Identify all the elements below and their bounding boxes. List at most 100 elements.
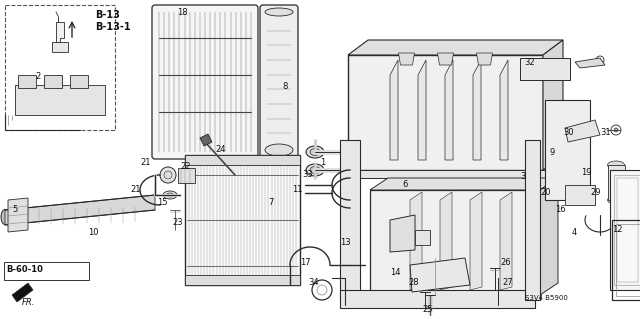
Text: 3: 3 xyxy=(520,172,525,181)
Polygon shape xyxy=(575,58,605,68)
Bar xyxy=(415,230,430,245)
Polygon shape xyxy=(477,53,493,65)
Text: B-60-10: B-60-10 xyxy=(6,265,43,274)
Polygon shape xyxy=(12,283,33,302)
Circle shape xyxy=(566,178,570,182)
Ellipse shape xyxy=(607,161,625,169)
Text: 6: 6 xyxy=(403,180,408,189)
Ellipse shape xyxy=(607,196,625,204)
Bar xyxy=(4,262,89,280)
Text: 10: 10 xyxy=(88,228,99,237)
Polygon shape xyxy=(390,60,398,160)
Ellipse shape xyxy=(384,226,396,244)
Polygon shape xyxy=(178,168,195,183)
Polygon shape xyxy=(348,55,543,170)
Text: 7: 7 xyxy=(268,198,273,207)
Ellipse shape xyxy=(163,191,177,199)
Polygon shape xyxy=(340,290,535,308)
Text: 30: 30 xyxy=(563,128,573,137)
Text: 4: 4 xyxy=(572,228,577,237)
Polygon shape xyxy=(520,58,570,80)
Circle shape xyxy=(416,286,424,294)
Text: 23: 23 xyxy=(172,218,182,227)
Ellipse shape xyxy=(306,146,324,158)
Polygon shape xyxy=(15,85,105,115)
Polygon shape xyxy=(390,215,415,252)
Bar xyxy=(614,175,640,285)
Bar xyxy=(617,178,638,282)
Text: 13: 13 xyxy=(340,238,351,247)
Text: 15: 15 xyxy=(157,198,168,207)
Text: FR.: FR. xyxy=(22,298,35,307)
Polygon shape xyxy=(185,155,300,285)
Ellipse shape xyxy=(310,149,320,155)
Text: 2: 2 xyxy=(35,72,40,81)
Ellipse shape xyxy=(306,164,324,176)
Polygon shape xyxy=(438,53,454,65)
Ellipse shape xyxy=(265,8,293,16)
Polygon shape xyxy=(399,53,415,65)
Circle shape xyxy=(566,118,570,122)
Text: B-13-1: B-13-1 xyxy=(95,22,131,32)
Polygon shape xyxy=(565,185,595,205)
Text: B-13: B-13 xyxy=(95,10,120,20)
Text: 28: 28 xyxy=(408,278,419,287)
Text: 27: 27 xyxy=(502,278,513,287)
Bar xyxy=(185,155,300,165)
Text: 22: 22 xyxy=(180,162,191,171)
Polygon shape xyxy=(565,120,600,142)
Polygon shape xyxy=(410,192,422,290)
Ellipse shape xyxy=(1,210,9,225)
Text: 26: 26 xyxy=(500,258,511,267)
Text: 29: 29 xyxy=(590,188,600,197)
Polygon shape xyxy=(608,165,625,200)
Polygon shape xyxy=(8,198,28,232)
Text: 1: 1 xyxy=(320,158,325,167)
Bar xyxy=(185,275,300,285)
Ellipse shape xyxy=(166,193,173,197)
Polygon shape xyxy=(470,192,482,290)
Circle shape xyxy=(160,167,176,183)
Polygon shape xyxy=(18,75,36,88)
Bar xyxy=(610,170,640,290)
Text: 16: 16 xyxy=(555,205,566,214)
FancyBboxPatch shape xyxy=(260,5,298,159)
Polygon shape xyxy=(500,60,508,160)
Text: 8: 8 xyxy=(282,82,287,91)
Polygon shape xyxy=(70,75,88,88)
Polygon shape xyxy=(500,192,512,290)
Text: 21: 21 xyxy=(130,185,141,194)
Circle shape xyxy=(495,277,501,283)
Circle shape xyxy=(164,171,172,179)
Text: 14: 14 xyxy=(390,268,401,277)
Polygon shape xyxy=(343,170,548,178)
Text: S3V4 B5900: S3V4 B5900 xyxy=(525,295,568,301)
Text: 11: 11 xyxy=(292,185,303,194)
Text: 33: 33 xyxy=(302,170,313,179)
Polygon shape xyxy=(340,140,360,300)
Polygon shape xyxy=(44,75,62,88)
Polygon shape xyxy=(56,22,64,42)
Polygon shape xyxy=(348,40,563,55)
Polygon shape xyxy=(525,140,540,300)
Bar xyxy=(616,224,640,296)
Text: 19: 19 xyxy=(581,168,591,177)
Polygon shape xyxy=(5,195,155,225)
Polygon shape xyxy=(473,60,481,160)
Polygon shape xyxy=(52,42,68,52)
Polygon shape xyxy=(540,178,558,295)
Text: 31: 31 xyxy=(600,128,611,137)
Ellipse shape xyxy=(310,167,320,174)
Text: 34: 34 xyxy=(308,278,319,287)
Text: 5: 5 xyxy=(12,205,17,214)
Circle shape xyxy=(429,281,435,287)
Polygon shape xyxy=(543,40,563,170)
Circle shape xyxy=(566,148,570,152)
Text: 24: 24 xyxy=(215,145,225,154)
Text: 17: 17 xyxy=(300,258,310,267)
Text: 9: 9 xyxy=(550,148,556,157)
Polygon shape xyxy=(410,258,470,292)
Text: 18: 18 xyxy=(177,8,188,17)
Circle shape xyxy=(614,128,618,132)
Polygon shape xyxy=(370,178,558,190)
